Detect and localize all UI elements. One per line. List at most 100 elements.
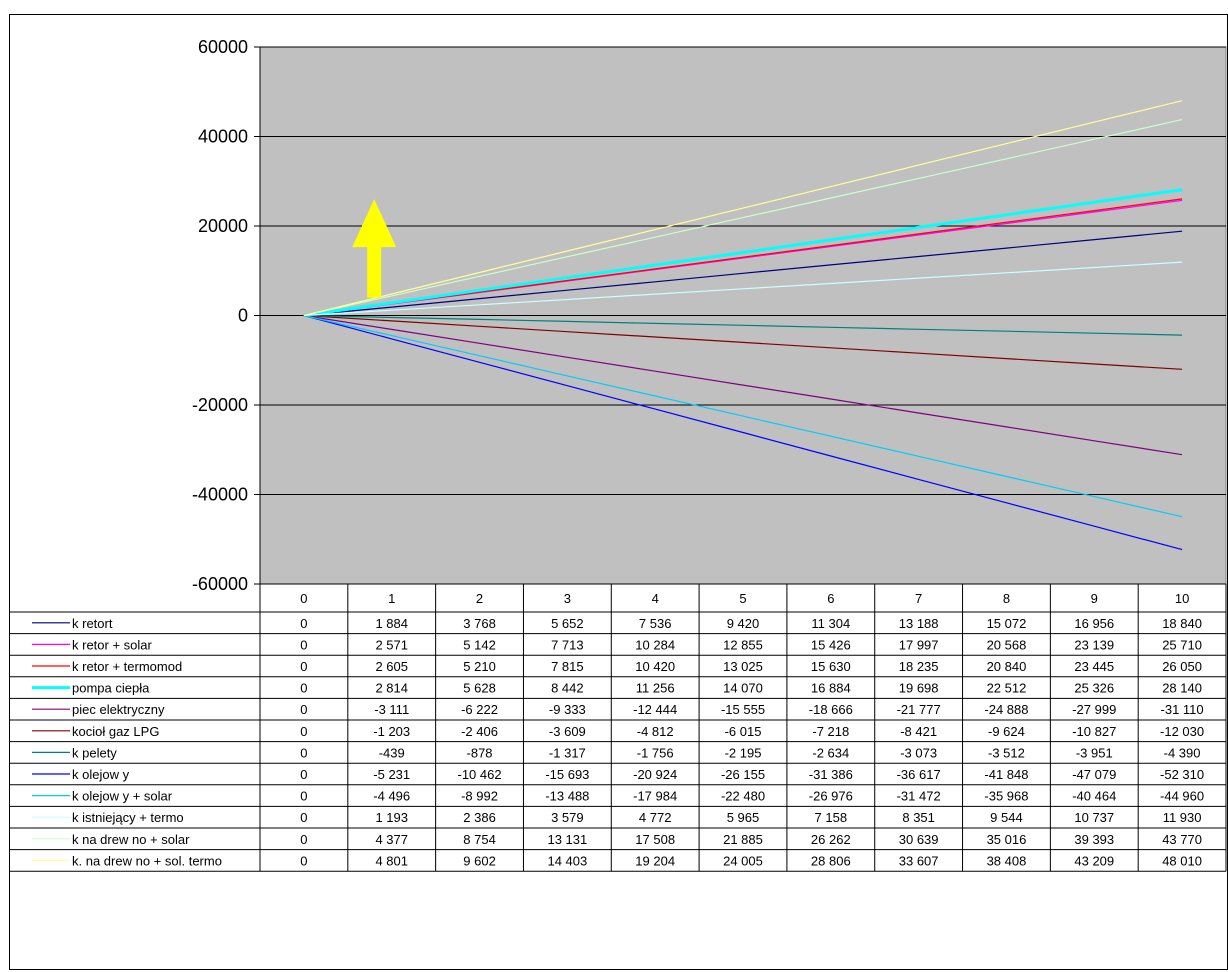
data-label: -2 406: [461, 724, 498, 739]
data-label: 9 544: [990, 810, 1023, 825]
data-label: -3 111: [374, 702, 409, 717]
legend-label-9: k olejow y + solar: [72, 789, 173, 804]
data-label: 25 326: [1074, 681, 1114, 696]
data-label: 9 602: [463, 853, 496, 868]
data-label: 14 403: [547, 853, 587, 868]
data-label: -18 666: [809, 702, 853, 717]
data-label: 18 840: [1162, 616, 1202, 631]
data-label: 8 442: [551, 681, 584, 696]
data-label: 0: [300, 853, 307, 868]
data-label: 10 737: [1074, 810, 1114, 825]
data-label: 4 772: [639, 810, 672, 825]
data-label: 11 930: [1163, 810, 1202, 825]
data-label: -6 222: [461, 702, 498, 717]
legend-label-6: kocioł gaz LPG: [72, 724, 159, 739]
y-tick-label: 40000: [198, 127, 248, 147]
x-category-label: 8: [1003, 591, 1010, 606]
data-label: -15 693: [545, 767, 589, 782]
data-label: -12 444: [633, 702, 677, 717]
series-line-4: [303, 188, 1183, 317]
data-label: 0: [300, 745, 307, 760]
data-label: 5 210: [463, 659, 496, 674]
legend-label-11: k na drew no + solar: [72, 832, 190, 847]
data-label: 2 386: [463, 810, 496, 825]
data-label: -27 999: [1072, 702, 1116, 717]
series-line-11: [303, 119, 1183, 317]
x-category-label: 5: [739, 591, 746, 606]
data-label: 13 188: [899, 616, 939, 631]
data-label: 8 754: [463, 832, 496, 847]
data-label: 15 072: [987, 616, 1027, 631]
data-table: 0 1 2 3 4 5 6 7 8 9 10 k retort 0 1 884 3 768 5 652 7 53…: [10, 583, 1227, 872]
data-label: 9 420: [727, 616, 760, 631]
data-label: -878: [467, 745, 493, 760]
data-label: 0: [300, 810, 307, 825]
data-label: -439: [379, 745, 405, 760]
x-category-label: 10: [1175, 591, 1189, 606]
data-label: 26 262: [811, 832, 851, 847]
y-tick-label: 60000: [198, 37, 248, 57]
data-label: -12 030: [1160, 724, 1204, 739]
data-label: 16 956: [1074, 616, 1114, 631]
legend-label-5: piec elektryczny: [72, 702, 165, 717]
data-label: 1 884: [375, 616, 408, 631]
data-label: 5 965: [727, 810, 760, 825]
x-category-label: 0: [300, 591, 307, 606]
x-category-label: 1: [388, 591, 395, 606]
data-label: -2 634: [812, 745, 849, 760]
legend-label-4: pompa ciepła: [72, 681, 150, 696]
data-label: 5 652: [551, 616, 584, 631]
data-label: -31 472: [897, 789, 941, 804]
data-label: -10 827: [1072, 724, 1116, 739]
data-label: -35 968: [984, 789, 1028, 804]
series-line-6: [303, 314, 1183, 370]
data-label: 7 158: [815, 810, 848, 825]
data-label: 2 814: [375, 681, 408, 696]
data-label: 20 840: [987, 659, 1027, 674]
data-label: 0: [300, 637, 307, 652]
data-label: 26 050: [1162, 659, 1202, 674]
data-label: -15 555: [721, 702, 765, 717]
legend-label-10: k istniejący + termo: [72, 810, 184, 825]
data-label: -1 317: [549, 745, 586, 760]
data-label: 3 768: [463, 616, 496, 631]
data-label: 30 639: [899, 832, 939, 847]
series-line-5: [303, 314, 1183, 456]
data-label: 2 571: [375, 637, 408, 652]
data-label: 13 025: [723, 659, 763, 674]
data-label: -8 992: [461, 789, 498, 804]
data-label: -26 155: [721, 767, 765, 782]
legend-label-8: k olejow y: [72, 767, 130, 782]
data-label: 23 139: [1074, 637, 1114, 652]
data-label: -31 386: [809, 767, 853, 782]
data-label: 7 713: [551, 637, 584, 652]
x-category-label: 7: [915, 591, 922, 606]
series-line-7: [303, 314, 1183, 336]
data-label: -4 496: [373, 789, 410, 804]
data-label: 20 568: [987, 637, 1027, 652]
data-label: 33 607: [899, 853, 939, 868]
data-label: 4 377: [375, 832, 408, 847]
data-label: 15 426: [811, 637, 851, 652]
data-label: 4 801: [375, 853, 408, 868]
gridlines: [260, 46, 1226, 495]
data-label: -3 512: [988, 745, 1025, 760]
data-label: -4 812: [637, 724, 674, 739]
data-label: 15 630: [811, 659, 851, 674]
legend-label-12: k. na drew no + sol. termo: [72, 853, 222, 868]
data-label: -22 480: [721, 789, 765, 804]
data-label: -3 073: [900, 745, 937, 760]
data-label: 5 628: [463, 681, 496, 696]
legend-label-2: k retor + solar: [72, 637, 153, 652]
data-label: 10 284: [635, 637, 675, 652]
x-category-label: 2: [476, 591, 483, 606]
y-tick-label: -60000: [192, 574, 248, 594]
y-tick-label: 20000: [198, 216, 248, 236]
y-tick-label: -40000: [192, 485, 248, 505]
data-label: -20 924: [633, 767, 677, 782]
y-tick-label: 0: [238, 306, 248, 326]
data-label: -9 624: [988, 724, 1025, 739]
data-label: 2 605: [375, 659, 408, 674]
data-label: -10 462: [457, 767, 501, 782]
